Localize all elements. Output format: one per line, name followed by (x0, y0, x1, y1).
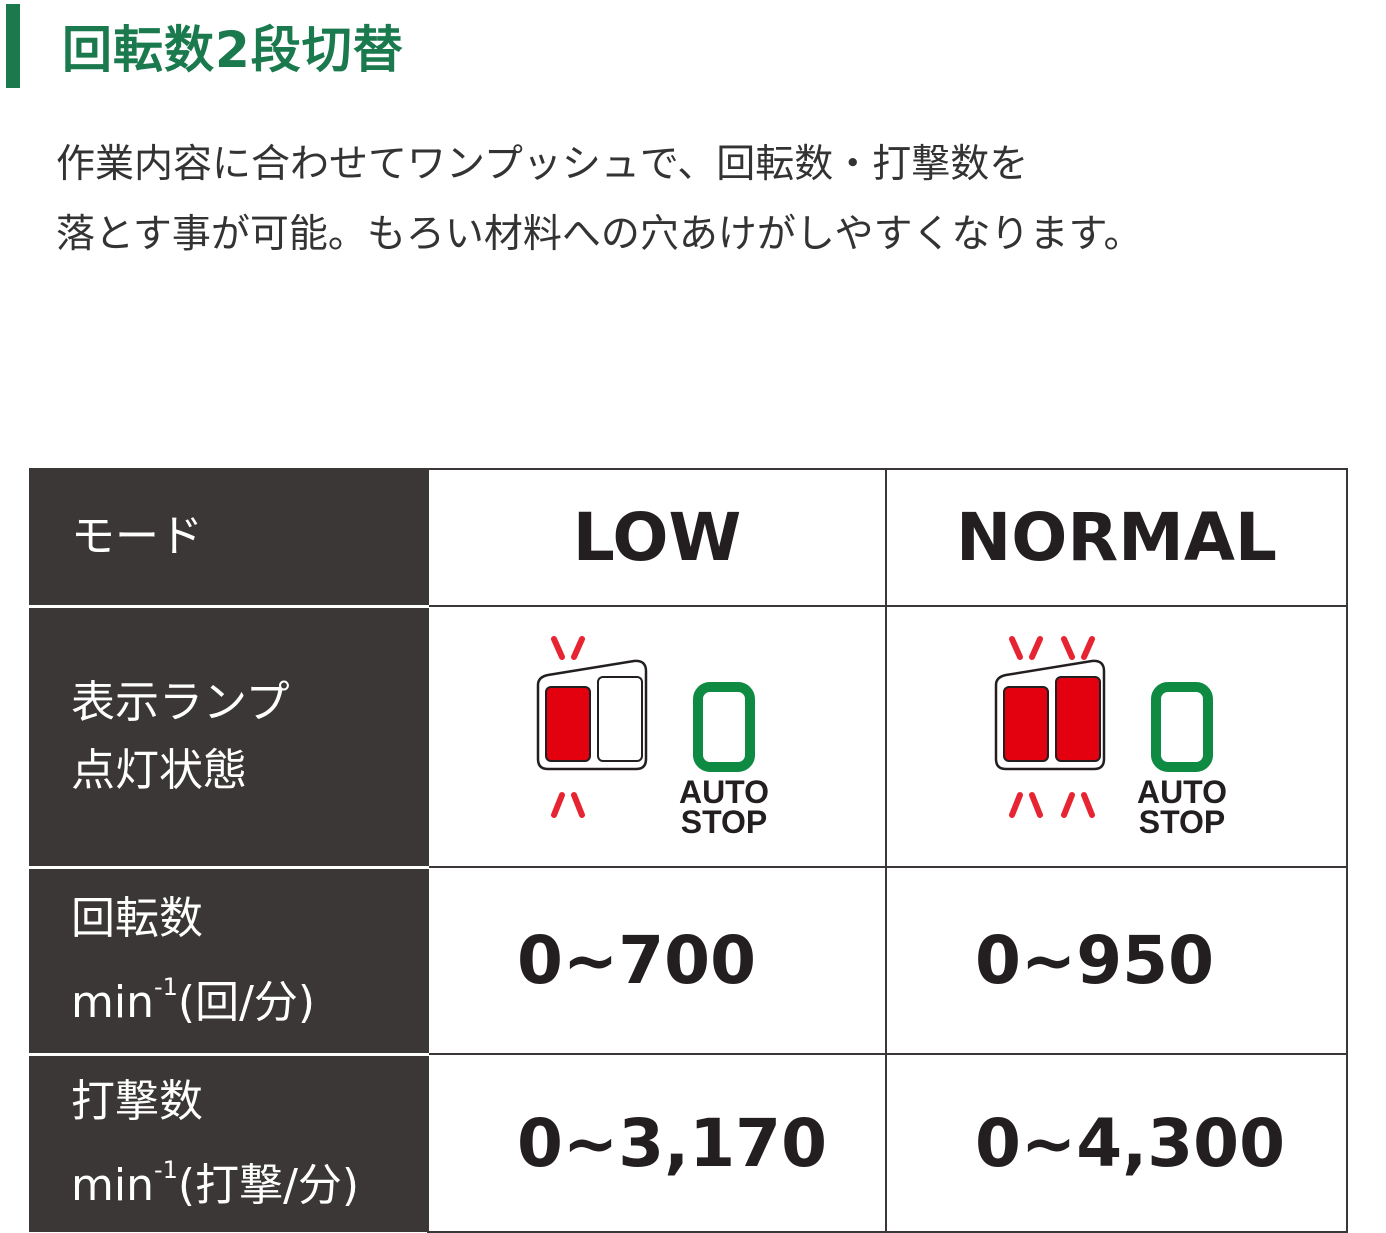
ipm-unit: min (71, 1159, 154, 1211)
ipm-normal: 0~4,300 (885, 1053, 1348, 1233)
rpm-paren: (回/分) (177, 976, 316, 1028)
title-accent-bar (6, 4, 20, 88)
lamp-low: AUTO STOP (427, 605, 887, 868)
page-title: 回転数2段切替 (62, 21, 404, 79)
mode-low: LOW (427, 468, 887, 607)
ipm-header: 打撃数 min-1(打撃/分) (29, 1053, 429, 1232)
rpm-sup: -1 (153, 972, 178, 1001)
rpm-label: 回転数 (71, 892, 203, 944)
auto-stop-label: AUTO (679, 774, 769, 810)
ipm-paren: (打撃/分) (177, 1159, 360, 1211)
auto-stop-lamp-icon (1151, 682, 1213, 772)
description-line: 作業内容に合わせてワンプッシュで、回転数・打撃数を (56, 142, 1029, 187)
lamp-label: 表示ランプ (71, 676, 290, 728)
rpm-normal: 0~950 (885, 866, 1348, 1055)
mode-header: モード (29, 468, 429, 608)
speed-lamp-icon (536, 636, 648, 818)
auto-stop-label: STOP (681, 804, 768, 840)
spec-table: モード LOW NORMAL 表示ランプ 点灯状態 AUTO STOP AUTO ST… (29, 468, 1348, 1233)
ipm-sup: -1 (153, 1155, 178, 1184)
mode-normal: NORMAL (885, 468, 1348, 607)
rpm-low: 0~700 (427, 866, 887, 1055)
lamp-header: 表示ランプ 点灯状態 (29, 605, 429, 869)
rpm-unit: min (71, 976, 154, 1028)
rpm-header: 回転数 min-1(回/分) (29, 866, 429, 1056)
auto-stop-lamp-icon (693, 682, 755, 772)
description-line: 落とす事が可能。もろい材料への穴あけがしやすくなります。 (56, 212, 1143, 257)
lamp-label: 点灯状態 (71, 744, 247, 796)
description: 作業内容に合わせてワンプッシュで、回転数・打撃数を 落とす事が可能。もろい材料へ… (56, 130, 1143, 270)
auto-stop-label: AUTO (1137, 774, 1227, 810)
auto-stop-label: STOP (1139, 804, 1226, 840)
ipm-label: 打撃数 (71, 1075, 203, 1127)
ipm-low: 0~3,170 (427, 1053, 887, 1233)
speed-lamp-icon (994, 636, 1106, 818)
lamp-normal: AUTO STOP (885, 605, 1348, 868)
